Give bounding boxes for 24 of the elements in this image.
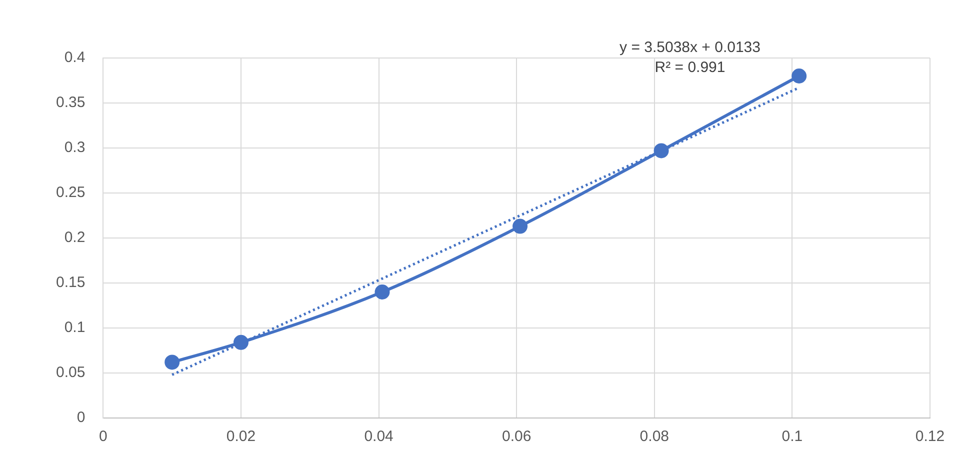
- y-tick-label: 0.3: [64, 139, 86, 156]
- point: [654, 143, 669, 158]
- x-tick-label: 0.02: [226, 428, 256, 446]
- y-tick-label: 0.25: [56, 184, 86, 202]
- point: [164, 354, 180, 370]
- x-tick-label: 0.1: [782, 428, 803, 446]
- x-tick-label: 0.06: [502, 428, 532, 446]
- y-tick-label: 0.2: [64, 229, 86, 246]
- x-tick-label: 0: [99, 428, 108, 446]
- y-tick-label: 0.15: [56, 274, 86, 292]
- y-tick-label: 0.4: [64, 49, 86, 66]
- y-tick-label: 0.35: [56, 94, 86, 112]
- point: [233, 334, 248, 350]
- point: [374, 284, 390, 300]
- text: y = 3.5038x + 0.0133: [620, 39, 760, 56]
- point: [512, 218, 528, 234]
- point: [792, 68, 807, 84]
- x-tick-label: 0.04: [364, 428, 394, 446]
- x-tick-label: 0.12: [915, 428, 945, 446]
- x-tick-label: 0.08: [640, 428, 669, 446]
- y-tick-label: 0.05: [56, 364, 86, 382]
- y-tick-label: 0.1: [64, 319, 86, 336]
- y-tick-label: 0: [76, 409, 86, 426]
- annotation: R² = 0.991: [654, 59, 726, 76]
